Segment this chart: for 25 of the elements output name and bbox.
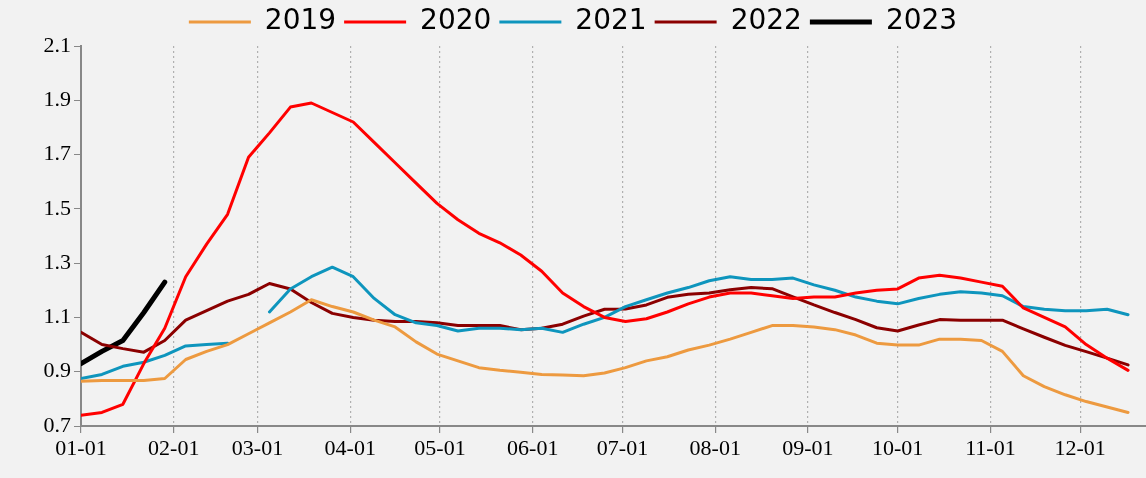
x-tick-label: 05-01 [414,434,466,460]
y-tick-label: 1.5 [43,194,71,220]
y-tick-label: 1.9 [43,86,71,112]
x-tick-label: 02-01 [148,434,200,460]
y-tick-label: 1.3 [43,248,71,274]
x-tick-label: 11-01 [965,434,1016,460]
x-tick-label: 03-01 [231,434,284,460]
y-tick-label: 2.1 [43,31,71,57]
legend-label: 2022 [730,3,802,37]
legend-label: 2021 [575,3,647,37]
x-tick-label: 01-01 [55,434,107,460]
x-tick-label: 06-01 [507,434,559,460]
legend-label: 2023 [885,3,958,37]
y-tick-label: 0.9 [43,357,71,383]
legend-label: 2020 [420,3,492,37]
y-tick-label: 0.7 [43,411,71,437]
legend-label: 2019 [264,3,337,37]
x-tick-label: 07-01 [596,434,649,460]
y-tick-label: 1.7 [43,140,71,166]
x-tick-label: 09-01 [782,434,834,460]
y-tick-label: 1.1 [43,303,71,329]
x-tick-label: 04-01 [324,434,376,460]
x-tick-label: 08-01 [689,434,741,460]
x-tick-label: 10-01 [872,434,924,460]
x-tick-label: 12-01 [1054,434,1106,460]
